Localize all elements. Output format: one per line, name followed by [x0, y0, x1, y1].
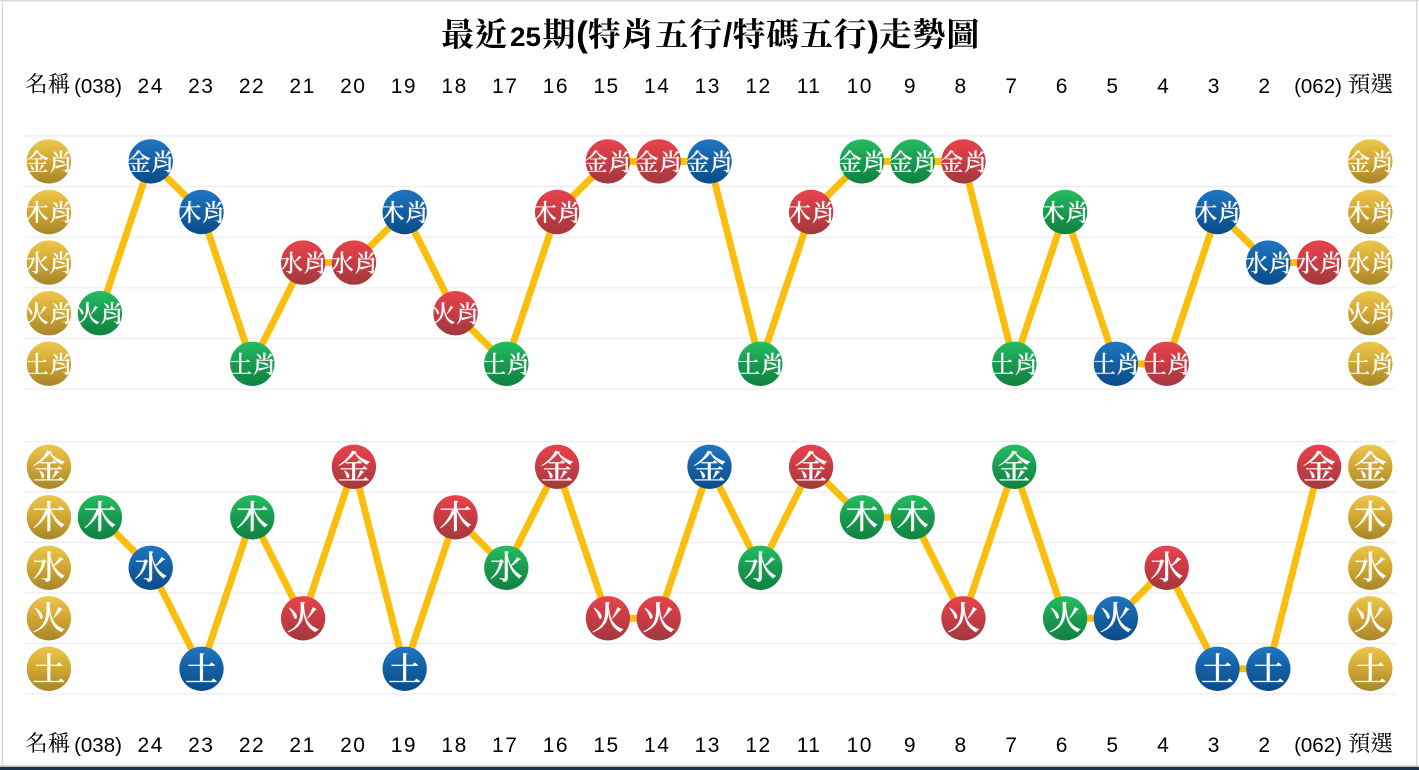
svg-text:5: 5 [1106, 75, 1119, 98]
svg-text:8: 8 [955, 75, 968, 98]
svg-text:2: 2 [1258, 75, 1271, 98]
svg-text:7: 7 [1005, 75, 1018, 98]
svg-text:13: 13 [695, 75, 721, 98]
svg-text:13: 13 [695, 734, 721, 757]
svg-text:20: 20 [340, 75, 366, 98]
svg-text:17: 17 [492, 734, 518, 757]
svg-text:19: 19 [391, 734, 417, 757]
svg-text:6: 6 [1056, 75, 1069, 98]
svg-text:12: 12 [745, 734, 771, 757]
svg-text:3: 3 [1208, 734, 1221, 757]
svg-text:25: 25 [510, 22, 541, 52]
svg-text:3: 3 [1208, 75, 1221, 98]
svg-text:21: 21 [289, 75, 315, 98]
svg-text:7: 7 [1005, 734, 1018, 757]
svg-text:9: 9 [904, 75, 917, 98]
svg-text:19: 19 [391, 75, 417, 98]
svg-text:18: 18 [441, 75, 467, 98]
svg-text:14: 14 [644, 75, 670, 98]
svg-text:(062): (062) [1294, 734, 1342, 757]
svg-text:10: 10 [847, 734, 873, 757]
svg-text:(038): (038) [74, 734, 122, 757]
svg-text:22: 22 [239, 734, 265, 757]
svg-text:9: 9 [904, 734, 917, 757]
svg-text:18: 18 [441, 734, 467, 757]
svg-text:5: 5 [1106, 734, 1119, 757]
svg-text:11: 11 [797, 75, 822, 98]
svg-text:11: 11 [797, 734, 822, 757]
svg-text:2: 2 [1258, 734, 1271, 757]
svg-text:24: 24 [138, 734, 164, 757]
svg-text:22: 22 [239, 75, 265, 98]
svg-text:23: 23 [188, 75, 214, 98]
svg-text:24: 24 [138, 75, 164, 98]
svg-text:15: 15 [593, 75, 619, 98]
svg-text:12: 12 [745, 75, 771, 98]
svg-text:4: 4 [1157, 734, 1170, 757]
svg-text:21: 21 [289, 734, 315, 757]
svg-text:4: 4 [1157, 75, 1170, 98]
svg-text:20: 20 [340, 734, 366, 757]
svg-text:23: 23 [188, 734, 214, 757]
svg-text:6: 6 [1056, 734, 1069, 757]
svg-text:/: / [723, 16, 732, 53]
svg-text:16: 16 [543, 75, 569, 98]
svg-text:(062): (062) [1294, 75, 1342, 98]
svg-text:10: 10 [847, 75, 873, 98]
svg-text:): ) [867, 15, 879, 54]
svg-text:17: 17 [492, 75, 518, 98]
svg-text:(: ( [576, 15, 588, 54]
svg-text:15: 15 [593, 734, 619, 757]
svg-text:14: 14 [644, 734, 670, 757]
svg-text:(038): (038) [74, 75, 122, 98]
svg-text:16: 16 [543, 734, 569, 757]
svg-text:8: 8 [955, 734, 968, 757]
